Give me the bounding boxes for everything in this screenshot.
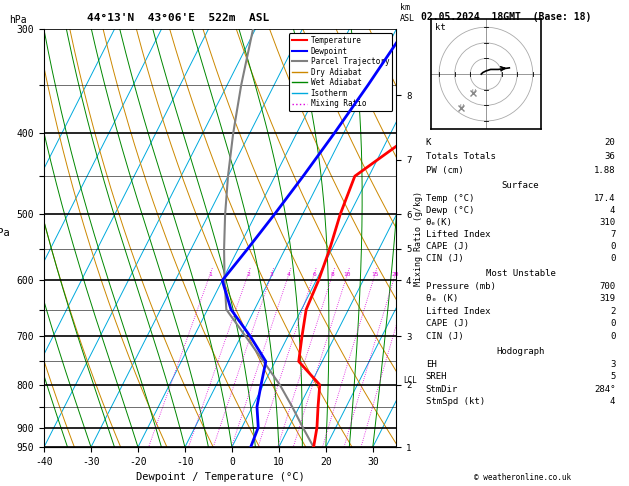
Text: © weatheronline.co.uk: © weatheronline.co.uk xyxy=(474,473,571,482)
Text: Totals Totals: Totals Totals xyxy=(426,152,496,161)
Text: ω: ω xyxy=(472,88,476,94)
Text: 36: 36 xyxy=(604,152,615,161)
Text: 15: 15 xyxy=(371,272,379,277)
Text: 310: 310 xyxy=(599,218,615,227)
Text: 0: 0 xyxy=(610,254,615,263)
Text: 3: 3 xyxy=(270,272,274,277)
Text: 8: 8 xyxy=(331,272,335,277)
Text: Surface: Surface xyxy=(502,181,539,191)
Text: CAPE (J): CAPE (J) xyxy=(426,319,469,329)
Text: 2: 2 xyxy=(610,307,615,316)
Text: θₑ(K): θₑ(K) xyxy=(426,218,452,227)
Text: 0: 0 xyxy=(610,319,615,329)
Text: 5: 5 xyxy=(610,372,615,381)
Text: 4: 4 xyxy=(610,206,615,215)
Text: PW (cm): PW (cm) xyxy=(426,166,464,175)
Text: 1.88: 1.88 xyxy=(594,166,615,175)
Text: 20: 20 xyxy=(604,139,615,147)
Text: 4: 4 xyxy=(287,272,291,277)
Text: km
ASL: km ASL xyxy=(400,3,415,23)
Text: 3: 3 xyxy=(610,360,615,368)
Text: 284°: 284° xyxy=(594,385,615,394)
Text: Temp (°C): Temp (°C) xyxy=(426,193,474,203)
Text: 2: 2 xyxy=(246,272,250,277)
Text: Pressure (mb): Pressure (mb) xyxy=(426,281,496,291)
Text: Hodograph: Hodograph xyxy=(496,347,545,356)
Text: 7: 7 xyxy=(610,230,615,239)
Text: kt: kt xyxy=(435,23,445,32)
Text: 319: 319 xyxy=(599,294,615,303)
Text: θₑ (K): θₑ (K) xyxy=(426,294,458,303)
Text: 10: 10 xyxy=(343,272,351,277)
Text: 02.05.2024  18GMT  (Base: 18): 02.05.2024 18GMT (Base: 18) xyxy=(421,12,592,22)
Y-axis label: Mixing Ratio (g/kg): Mixing Ratio (g/kg) xyxy=(414,191,423,286)
Text: 20: 20 xyxy=(391,272,399,277)
Text: Lifted Index: Lifted Index xyxy=(426,307,490,316)
Text: StmDir: StmDir xyxy=(426,385,458,394)
Text: EH: EH xyxy=(426,360,437,368)
Text: 1: 1 xyxy=(208,272,212,277)
Text: ω: ω xyxy=(459,104,464,109)
X-axis label: Dewpoint / Temperature (°C): Dewpoint / Temperature (°C) xyxy=(136,472,304,483)
Text: 44°13'N  43°06'E  522m  ASL: 44°13'N 43°06'E 522m ASL xyxy=(87,13,269,23)
Text: 4: 4 xyxy=(610,398,615,406)
Text: SREH: SREH xyxy=(426,372,447,381)
Text: CAPE (J): CAPE (J) xyxy=(426,242,469,251)
Y-axis label: hPa: hPa xyxy=(0,228,9,238)
Text: Lifted Index: Lifted Index xyxy=(426,230,490,239)
Text: hPa: hPa xyxy=(9,15,26,25)
Text: K: K xyxy=(426,139,431,147)
Text: 17.4: 17.4 xyxy=(594,193,615,203)
Text: 700: 700 xyxy=(599,281,615,291)
Text: CIN (J): CIN (J) xyxy=(426,332,464,341)
Text: 0: 0 xyxy=(610,332,615,341)
Text: StmSpd (kt): StmSpd (kt) xyxy=(426,398,485,406)
Text: LCL: LCL xyxy=(403,376,417,385)
Text: 0: 0 xyxy=(610,242,615,251)
Text: Dewp (°C): Dewp (°C) xyxy=(426,206,474,215)
Text: Most Unstable: Most Unstable xyxy=(486,269,555,278)
Legend: Temperature, Dewpoint, Parcel Trajectory, Dry Adiabat, Wet Adiabat, Isotherm, Mi: Temperature, Dewpoint, Parcel Trajectory… xyxy=(289,33,392,111)
Text: CIN (J): CIN (J) xyxy=(426,254,464,263)
Text: 6: 6 xyxy=(312,272,316,277)
